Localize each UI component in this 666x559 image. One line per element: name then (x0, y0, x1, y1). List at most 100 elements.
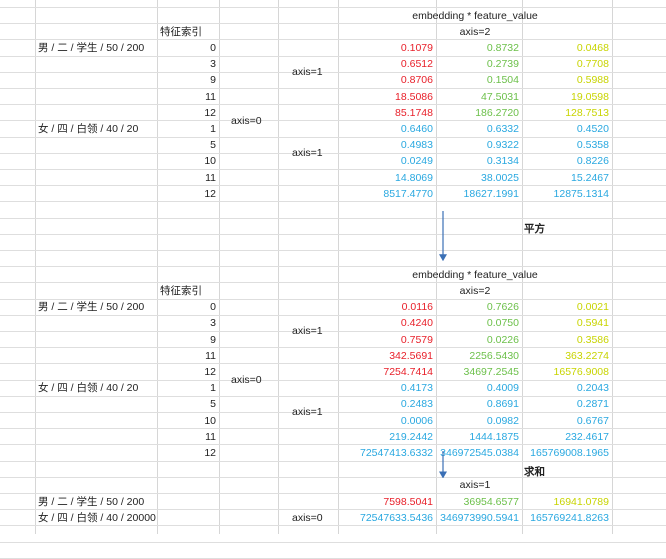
sample-label: 女 / 四 / 白领 / 40 / 20 (38, 382, 139, 395)
value-cell: 14.8069 (395, 171, 433, 184)
axis0-label: axis=0 (231, 114, 262, 127)
value-cell: 18627.1991 (463, 187, 519, 200)
grid-row-line (0, 169, 666, 170)
value-cell: 0.4520 (576, 122, 609, 135)
down-arrow-icon (439, 450, 447, 479)
feature-index: 11 (205, 349, 216, 362)
axis2-label: axis=2 (459, 284, 491, 297)
feature-index: 1 (210, 382, 216, 395)
grid-row-line (0, 444, 666, 446)
axis2-label: axis=2 (459, 25, 491, 38)
value-cell: 0.2043 (576, 382, 609, 395)
value-cell: 0.4240 (400, 317, 433, 330)
value-cell: 0.8691 (486, 398, 519, 411)
grid-row-line (0, 120, 666, 122)
feature-index: 12 (204, 365, 216, 378)
sum-value-cell: 16941.0789 (553, 495, 609, 508)
feature-index: 12 (204, 187, 216, 200)
sample-label: 女 / 四 / 白领 / 40 / 20 (38, 122, 139, 135)
value-cell: 219.2442 (389, 430, 433, 443)
grid-row-line (0, 314, 666, 316)
value-cell: 0.7626 (486, 301, 519, 314)
value-cell: 0.7579 (400, 333, 433, 346)
value-cell: 0.7708 (576, 58, 609, 71)
value-cell: 232.4617 (565, 430, 609, 443)
value-cell: 18.5086 (395, 90, 433, 103)
value-cell: 0.2483 (400, 398, 433, 411)
value-cell: 12875.1314 (553, 187, 609, 200)
grid-row-line (0, 55, 666, 57)
feature-index-label: 特征索引 (160, 25, 202, 38)
feature-index: 10 (204, 155, 216, 168)
feature-index: 11 (205, 171, 216, 184)
value-cell: 0.3134 (486, 155, 519, 168)
grid-row-line (0, 298, 666, 300)
grid-row-line (0, 460, 666, 462)
grid-row-line (0, 525, 666, 527)
value-cell: 7254.7414 (383, 365, 433, 378)
feature-index: 3 (210, 317, 216, 330)
table-header: embedding * feature_value (412, 268, 538, 281)
grid-row-line (0, 152, 666, 154)
axis1-label: axis=1 (292, 66, 323, 79)
grid-row-line (0, 363, 666, 365)
table-header: embedding * feature_value (412, 9, 538, 22)
grid-row-line (0, 136, 666, 138)
value-cell: 186.2720 (475, 106, 519, 119)
grid-row-line (0, 7, 666, 8)
grid-row-line (0, 104, 666, 106)
value-cell: 34697.2545 (463, 365, 519, 378)
axis0-sum-label: axis=0 (292, 511, 323, 524)
feature-index: 11 (205, 90, 216, 103)
value-cell: 0.2871 (576, 398, 609, 411)
value-cell: 0.1504 (486, 74, 519, 87)
feature-index: 12 (204, 106, 216, 119)
step-sum-label: 求和 (524, 466, 545, 479)
value-cell: 0.4009 (486, 382, 519, 395)
feature-index: 9 (210, 74, 216, 87)
value-cell: 0.6767 (576, 414, 609, 427)
feature-index: 10 (204, 414, 216, 427)
value-cell: 0.0249 (400, 155, 433, 168)
axis0-label: axis=0 (231, 374, 262, 386)
feature-index: 12 (204, 446, 216, 459)
value-cell: 165769008.1965 (530, 446, 609, 459)
value-cell: 346972545.0384 (440, 446, 519, 459)
feature-index: 1 (210, 122, 216, 135)
grid-row-line (0, 493, 666, 494)
value-cell: 0.6512 (400, 58, 433, 71)
grid-row-line (0, 541, 666, 543)
feature-index: 9 (210, 333, 216, 346)
step-square-label: 平方 (524, 223, 545, 236)
value-cell: 128.7513 (565, 106, 609, 119)
value-cell: 0.6460 (400, 122, 433, 135)
feature-index: 11 (205, 430, 216, 443)
value-cell: 0.5358 (576, 139, 609, 152)
axis1-label: axis=1 (292, 406, 323, 419)
sum-sample-label: 女 / 四 / 白领 / 40 / 20000 (38, 511, 156, 524)
value-cell: 0.8706 (400, 74, 433, 87)
value-cell: 2256.5430 (469, 349, 519, 362)
value-cell: 363.2274 (565, 349, 609, 362)
sample-label: 男 / 二 / 学生 / 50 / 200 (38, 41, 145, 54)
grid-row-line (0, 379, 666, 381)
feature-index: 0 (210, 41, 216, 54)
value-cell: 72547413.6332 (360, 446, 433, 459)
sample-label: 男 / 二 / 学生 / 50 / 200 (38, 301, 145, 314)
value-cell: 85.1748 (395, 106, 433, 119)
grid-row-line (0, 509, 666, 511)
feature-index: 5 (210, 139, 216, 152)
value-cell: 47.5031 (481, 90, 519, 103)
value-cell: 0.2739 (486, 58, 519, 71)
value-cell: 0.0021 (576, 301, 609, 314)
grid-row-line (0, 39, 666, 41)
value-cell: 0.0750 (486, 317, 519, 330)
axis1-label: axis=1 (292, 325, 323, 338)
value-cell: 16576.9008 (553, 365, 609, 378)
value-cell: 0.6332 (486, 122, 519, 135)
axis1-label: axis=1 (292, 147, 323, 160)
value-cell: 0.5941 (576, 317, 609, 330)
value-cell: 0.0006 (400, 414, 433, 427)
value-cell: 0.4173 (400, 382, 433, 395)
